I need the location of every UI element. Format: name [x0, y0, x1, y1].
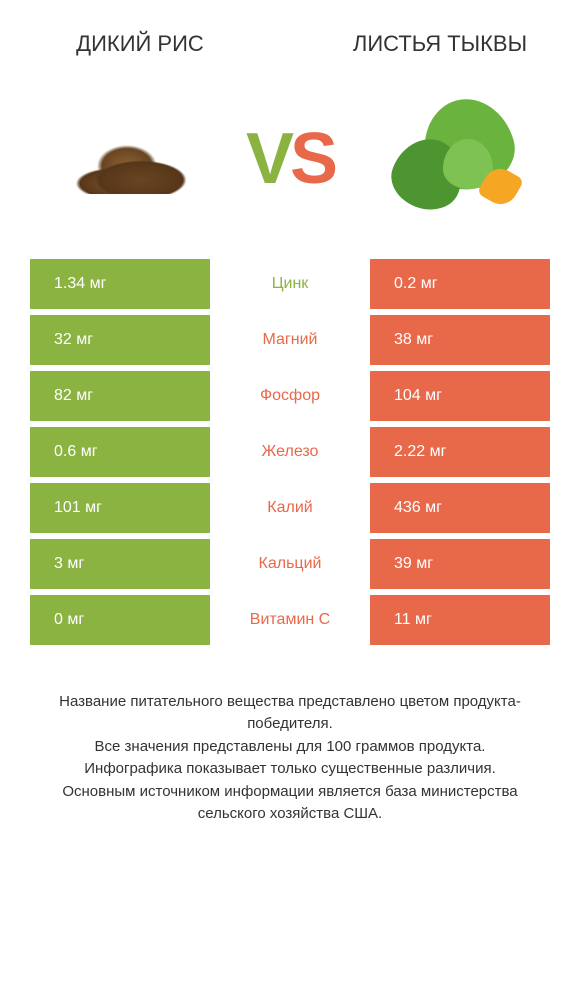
vs-v: V	[246, 118, 290, 200]
vs-s: S	[290, 118, 334, 200]
left-product-title: ДИКИЙ РИС	[40, 30, 240, 59]
nutrient-label: Цинк	[210, 259, 370, 309]
pumpkin-leaves-icon	[383, 99, 523, 219]
header: ДИКИЙ РИС ЛИСТЬЯ ТЫКВЫ	[0, 0, 580, 79]
right-value: 38 мг	[370, 315, 550, 365]
left-value: 1.34 мг	[30, 259, 210, 309]
nutrient-row: 32 мгМагний38 мг	[30, 315, 550, 365]
left-value: 32 мг	[30, 315, 210, 365]
wild-rice-icon	[57, 124, 197, 194]
footer-line: Все значения представлены для 100 граммо…	[30, 736, 550, 759]
right-value: 39 мг	[370, 539, 550, 589]
right-value: 104 мг	[370, 371, 550, 421]
hero-row: VS	[0, 79, 580, 259]
right-value: 11 мг	[370, 595, 550, 645]
nutrient-label: Витамин C	[210, 595, 370, 645]
left-product-image	[52, 99, 202, 219]
nutrient-row: 0.6 мгЖелезо2.22 мг	[30, 427, 550, 477]
nutrient-row: 82 мгФосфор104 мг	[30, 371, 550, 421]
footer-line: Название питательного вещества представл…	[30, 691, 550, 736]
left-value: 101 мг	[30, 483, 210, 533]
footer-notes: Название питательного вещества представл…	[0, 651, 580, 826]
footer-line: Основным источником информации является …	[30, 781, 550, 826]
nutrient-row: 3 мгКальций39 мг	[30, 539, 550, 589]
nutrient-row: 1.34 мгЦинк0.2 мг	[30, 259, 550, 309]
nutrient-label: Железо	[210, 427, 370, 477]
nutrient-row: 0 мгВитамин C11 мг	[30, 595, 550, 645]
right-product-title: ЛИСТЬЯ ТЫКВЫ	[340, 30, 540, 59]
nutrient-label: Калий	[210, 483, 370, 533]
left-value: 82 мг	[30, 371, 210, 421]
right-value: 436 мг	[370, 483, 550, 533]
left-value: 0.6 мг	[30, 427, 210, 477]
left-value: 3 мг	[30, 539, 210, 589]
left-value: 0 мг	[30, 595, 210, 645]
nutrient-label: Кальций	[210, 539, 370, 589]
nutrient-label: Фосфор	[210, 371, 370, 421]
vs-label: VS	[246, 118, 334, 200]
right-value: 2.22 мг	[370, 427, 550, 477]
nutrient-table: 1.34 мгЦинк0.2 мг 32 мгМагний38 мг 82 мгФо…	[0, 259, 580, 645]
nutrient-label: Магний	[210, 315, 370, 365]
nutrient-row: 101 мгКалий436 мг	[30, 483, 550, 533]
footer-line: Инфографика показывает только существенн…	[30, 758, 550, 781]
right-value: 0.2 мг	[370, 259, 550, 309]
right-product-image	[378, 99, 528, 219]
